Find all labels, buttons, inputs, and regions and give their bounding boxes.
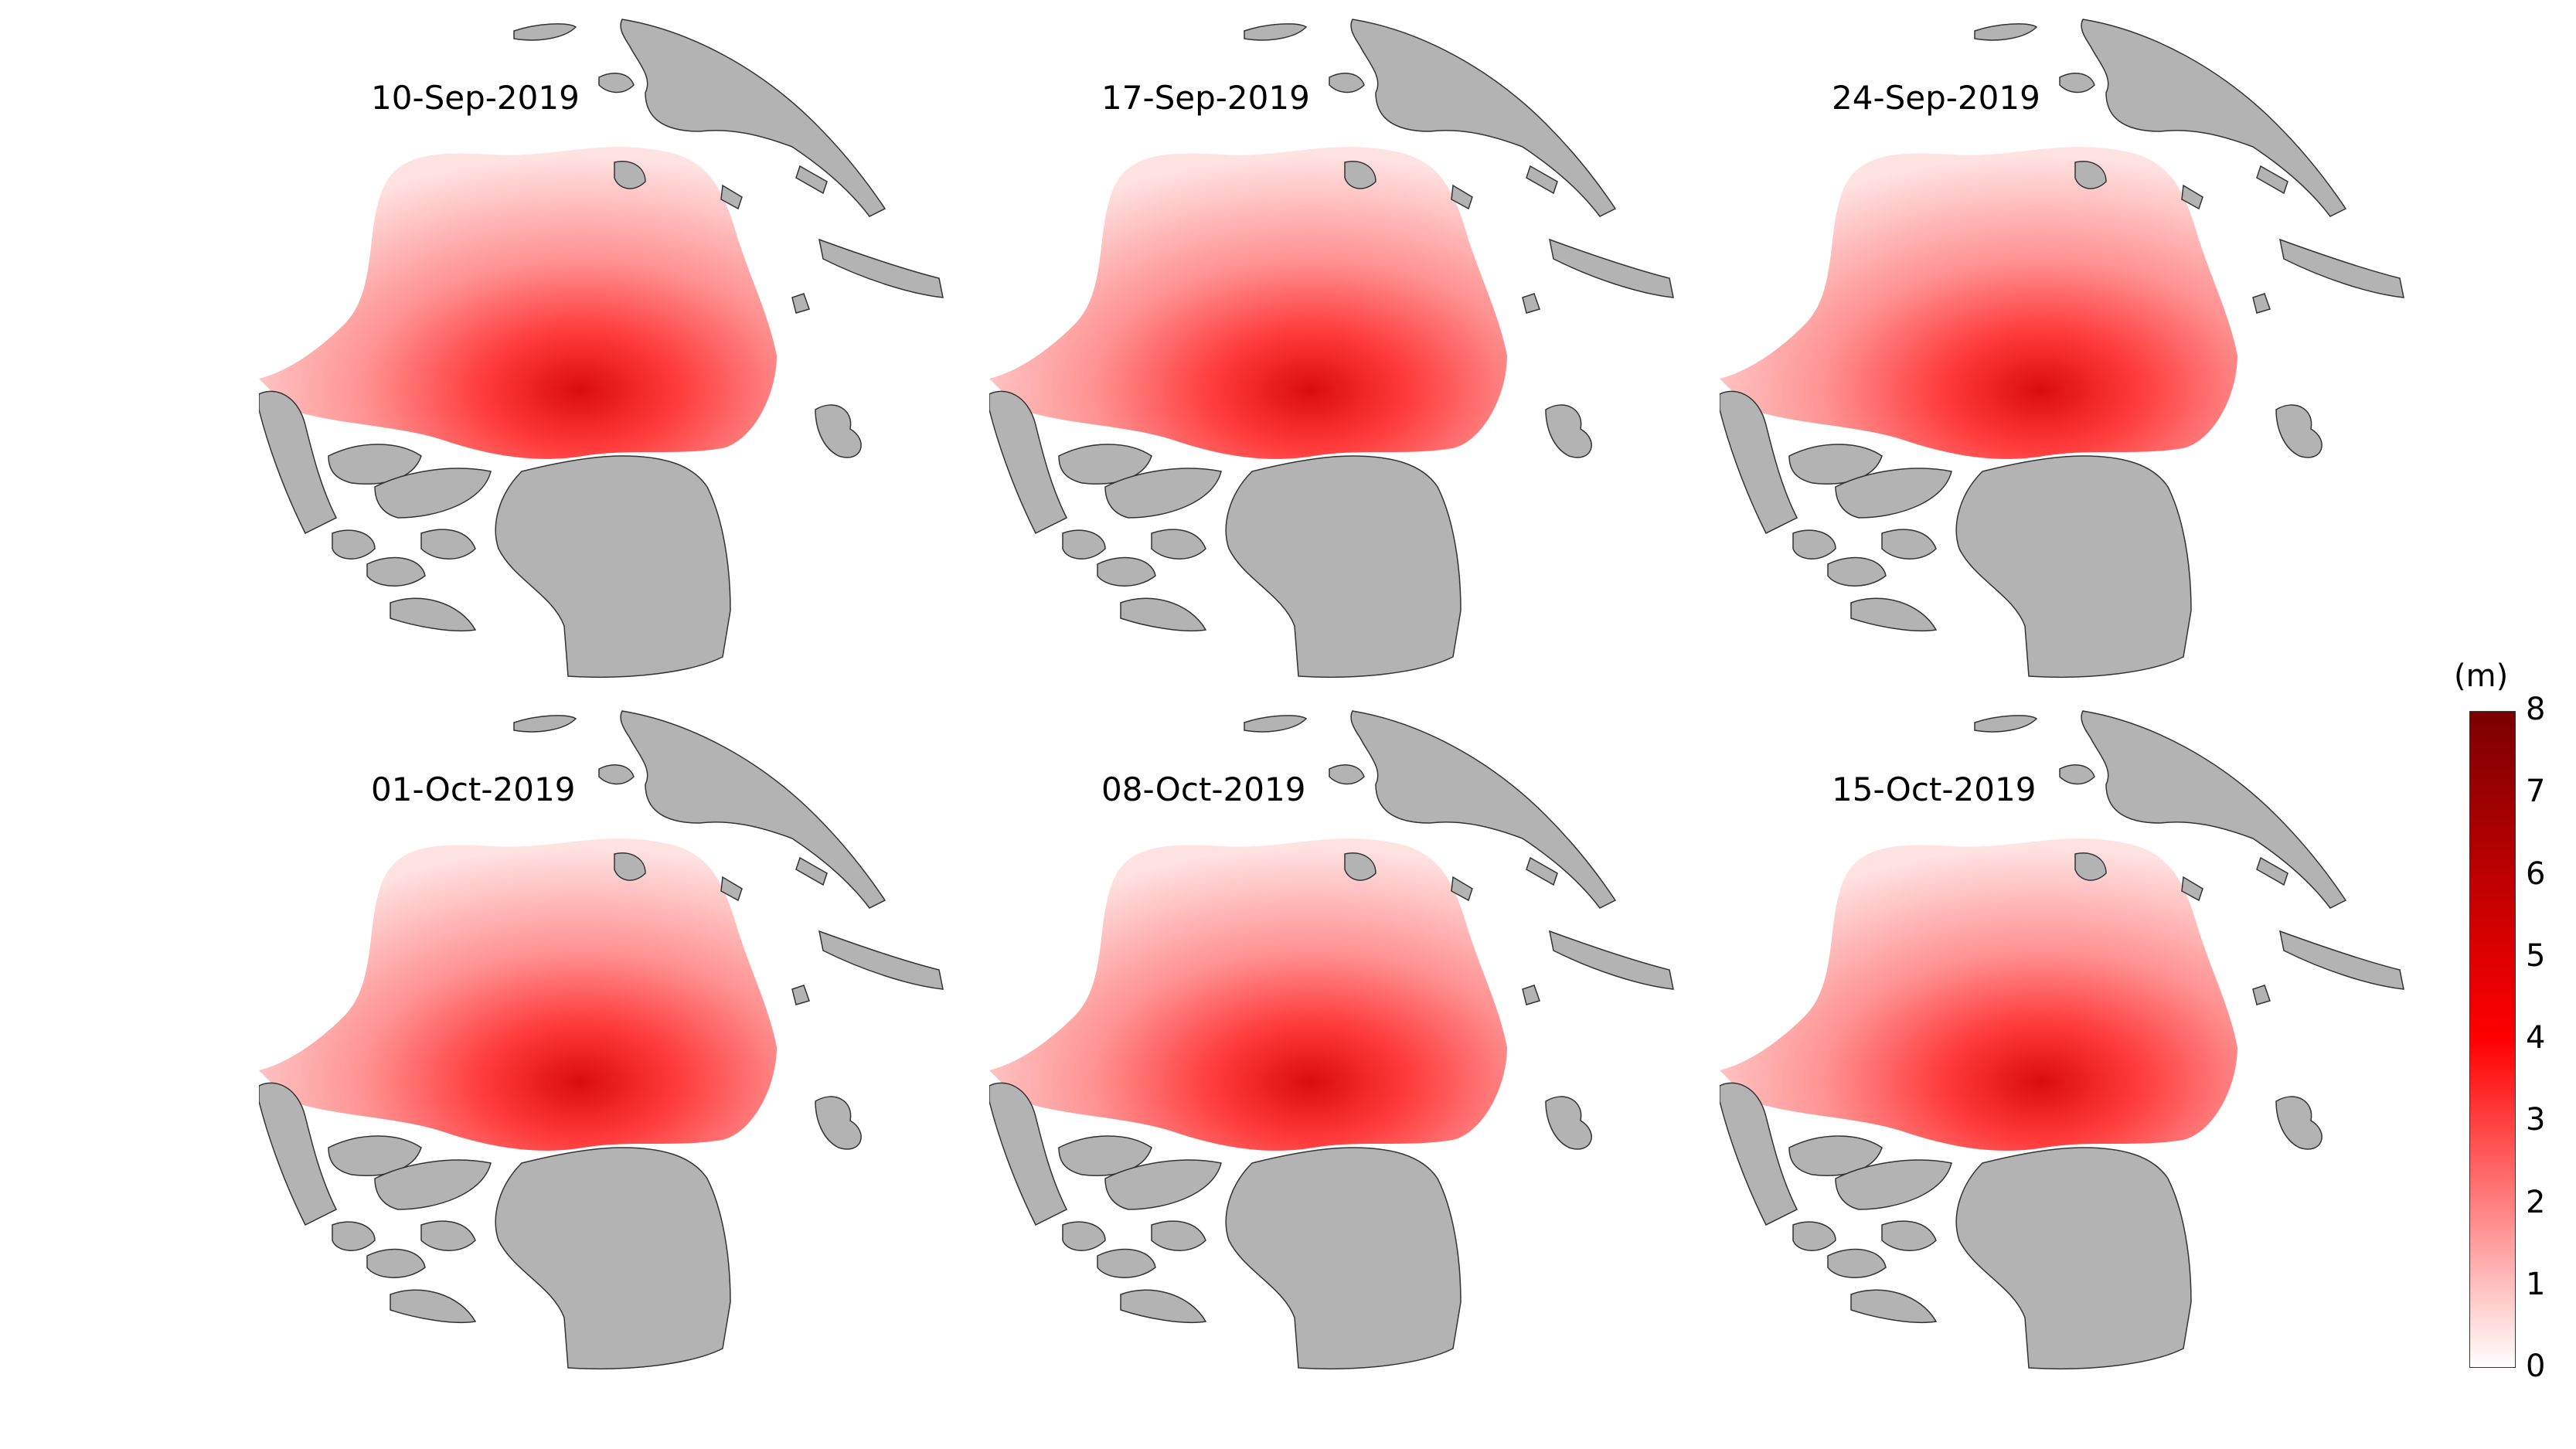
- colorbar-tick-label: 1: [2526, 1266, 2546, 1302]
- colorbar-tick-label: 6: [2526, 855, 2546, 892]
- panel-date-title: 01-Oct-2019: [371, 770, 576, 808]
- sea-ice-thickness-map: [989, 710, 1674, 1370]
- colorbar-tick-label: 7: [2526, 774, 2546, 810]
- panel-date-title: 08-Oct-2019: [1101, 770, 1306, 808]
- colorbar-tick-label: 0: [2526, 1349, 2546, 1384]
- panel-date-title: 10-Sep-2019: [371, 79, 580, 117]
- sea-ice-thickness-map: [259, 710, 944, 1370]
- colorbar-tick-label: 2: [2526, 1184, 2546, 1220]
- map-panel-4: 01-Oct-2019: [259, 699, 985, 1379]
- colorbar-tick-label: 8: [2526, 692, 2546, 727]
- map-panel-2: 17-Sep-2019: [989, 8, 1716, 688]
- colorbar: [2469, 711, 2516, 1368]
- sea-ice-thickness-map: [989, 19, 1674, 679]
- map-panel-6: 15-Oct-2019: [1720, 699, 2446, 1379]
- colorbar-unit-label: (m): [2454, 658, 2509, 694]
- map-panel-5: 08-Oct-2019: [989, 699, 1716, 1379]
- sea-ice-thickness-map: [259, 19, 944, 679]
- panel-date-title: 24-Sep-2019: [1832, 79, 2040, 117]
- colorbar-tick-label: 3: [2526, 1102, 2546, 1138]
- map-panel-3: 24-Sep-2019: [1720, 8, 2446, 688]
- panel-date-title: 17-Sep-2019: [1101, 79, 1310, 117]
- colorbar-tick-label: 5: [2526, 937, 2546, 974]
- map-panel-1: 10-Sep-2019: [259, 8, 985, 688]
- sea-ice-thickness-map: [1720, 710, 2404, 1370]
- colorbar-tick-label: 4: [2526, 1020, 2546, 1056]
- sea-ice-thickness-map: [1720, 19, 2404, 679]
- panel-date-title: 15-Oct-2019: [1832, 770, 2037, 808]
